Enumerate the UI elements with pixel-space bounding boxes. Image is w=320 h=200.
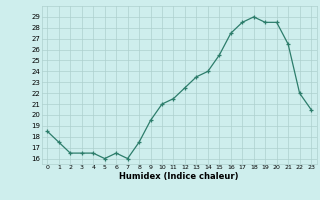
X-axis label: Humidex (Indice chaleur): Humidex (Indice chaleur) (119, 172, 239, 181)
